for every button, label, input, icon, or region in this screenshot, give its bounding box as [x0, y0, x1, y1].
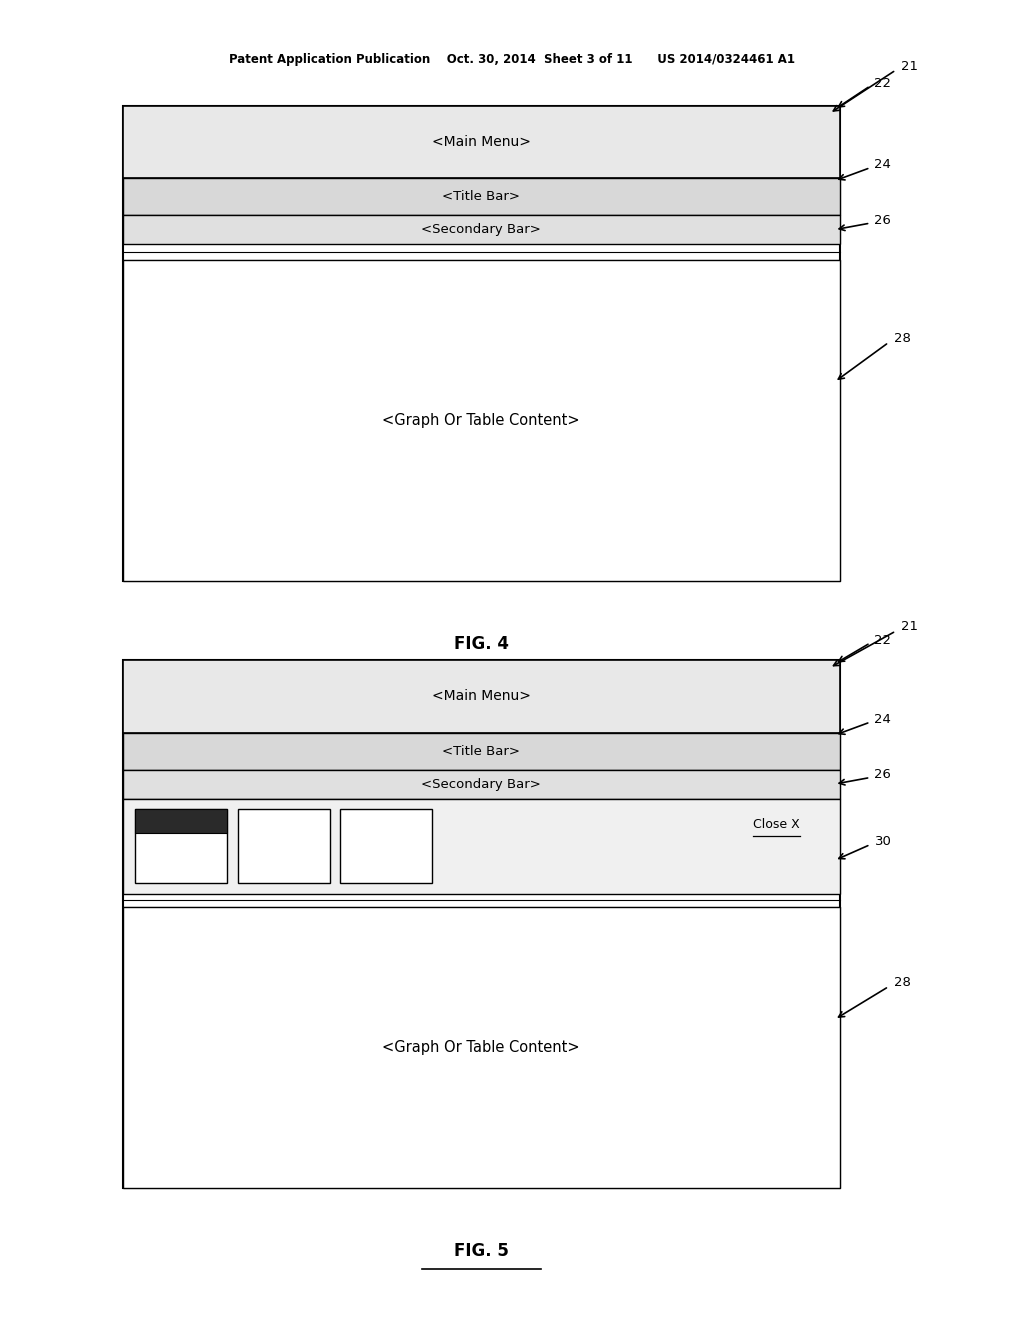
Text: 28: 28	[894, 975, 910, 989]
FancyBboxPatch shape	[135, 809, 227, 883]
Text: Patent Application Publication    Oct. 30, 2014  Sheet 3 of 11      US 2014/0324: Patent Application Publication Oct. 30, …	[229, 53, 795, 66]
Text: <Main Menu>: <Main Menu>	[432, 135, 530, 149]
Text: 22: 22	[874, 634, 892, 647]
FancyBboxPatch shape	[123, 106, 840, 178]
Text: FIG. 5: FIG. 5	[454, 1242, 509, 1261]
Text: 26: 26	[874, 214, 891, 227]
Text: <Title Bar>: <Title Bar>	[442, 744, 520, 758]
Text: <Title Bar>: <Title Bar>	[442, 190, 520, 203]
Text: 24: 24	[874, 158, 891, 172]
Text: 30: 30	[874, 836, 891, 849]
Text: 21: 21	[901, 59, 919, 73]
FancyBboxPatch shape	[123, 106, 840, 581]
FancyBboxPatch shape	[123, 660, 840, 1188]
Text: Close X: Close X	[753, 818, 800, 832]
FancyBboxPatch shape	[123, 178, 840, 215]
Text: 24: 24	[874, 713, 891, 726]
Text: <Graph Or Table Content>: <Graph Or Table Content>	[383, 1040, 580, 1055]
FancyBboxPatch shape	[123, 799, 840, 894]
Text: <Secondary Bar>: <Secondary Bar>	[421, 777, 542, 791]
Text: <Graph Or Table Content>: <Graph Or Table Content>	[383, 413, 580, 428]
Text: <Main Menu>: <Main Menu>	[432, 689, 530, 704]
Text: <Secondary Bar>: <Secondary Bar>	[421, 223, 542, 236]
FancyBboxPatch shape	[135, 809, 227, 833]
FancyBboxPatch shape	[238, 809, 330, 883]
FancyBboxPatch shape	[123, 215, 840, 244]
FancyBboxPatch shape	[123, 260, 840, 581]
FancyBboxPatch shape	[123, 770, 840, 799]
FancyBboxPatch shape	[123, 660, 840, 733]
FancyBboxPatch shape	[123, 733, 840, 770]
Text: 26: 26	[874, 768, 891, 781]
Text: FIG. 4: FIG. 4	[454, 635, 509, 653]
Text: 28: 28	[894, 331, 910, 345]
Text: 22: 22	[874, 77, 892, 90]
Text: 21: 21	[901, 620, 919, 634]
FancyBboxPatch shape	[340, 809, 432, 883]
FancyBboxPatch shape	[123, 907, 840, 1188]
